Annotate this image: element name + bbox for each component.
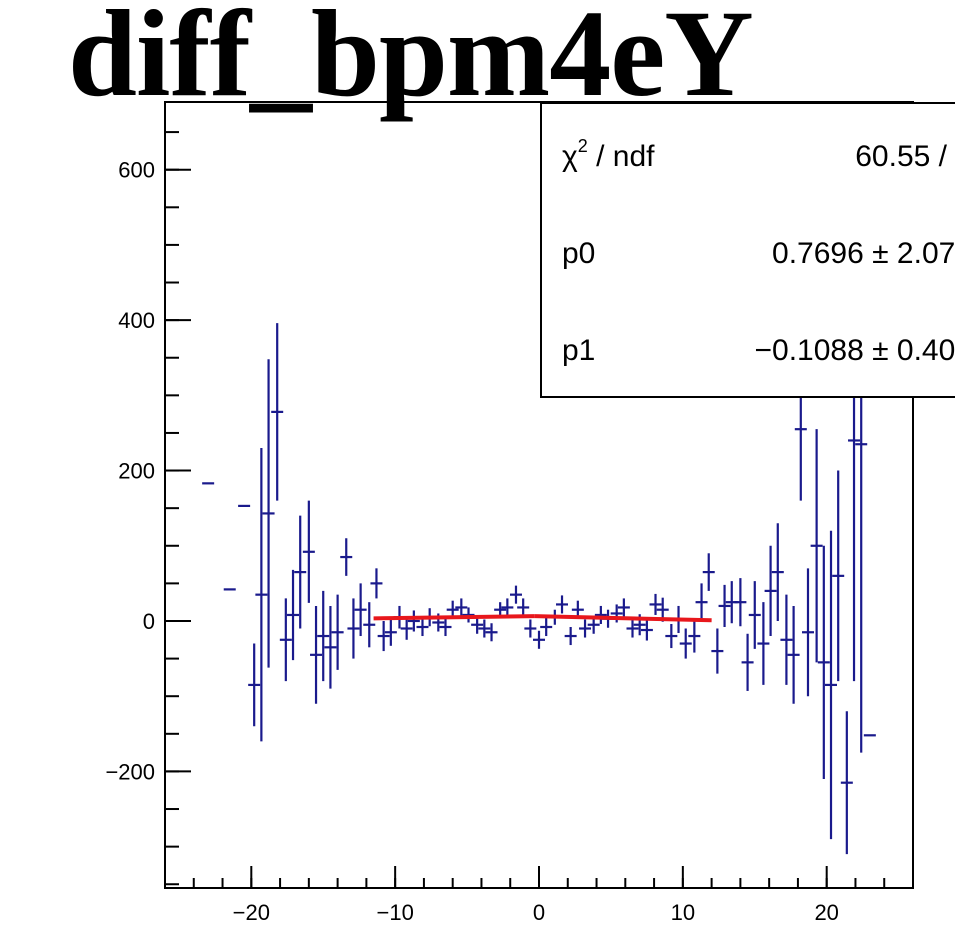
x-tick-label: 10 (671, 900, 695, 925)
fit-line (373, 614, 535, 621)
stat-label-p0: p0 (562, 237, 596, 270)
stat-value-p0: 0.7696 ± 2.077 (772, 237, 955, 270)
stat-value-chi2: 60.55 / 4 (855, 140, 955, 173)
x-tick-label: 20 (814, 900, 838, 925)
y-tick-label: 400 (118, 308, 155, 333)
y-tick-label: 600 (118, 158, 155, 183)
stat-label-p1: p1 (562, 334, 596, 367)
stats-box: χ2 / ndf 60.55 / 4 p0 0.7696 ± 2.077 p1 … (540, 102, 955, 398)
y-tick-label: 200 (118, 459, 155, 484)
x-tick-label: 0 (533, 900, 545, 925)
x-tick-label: −20 (233, 900, 270, 925)
stat-value-p1: −0.1088 ± 0.404 (754, 334, 955, 367)
y-tick-label: −200 (105, 759, 155, 784)
y-tick-label: 0 (143, 609, 155, 634)
stat-label-chi2: χ2 / ndf (562, 136, 655, 173)
fit-line (534, 614, 712, 623)
chart-title: diff_bpm4eY (68, 0, 754, 122)
x-tick-label: −10 (376, 900, 413, 925)
